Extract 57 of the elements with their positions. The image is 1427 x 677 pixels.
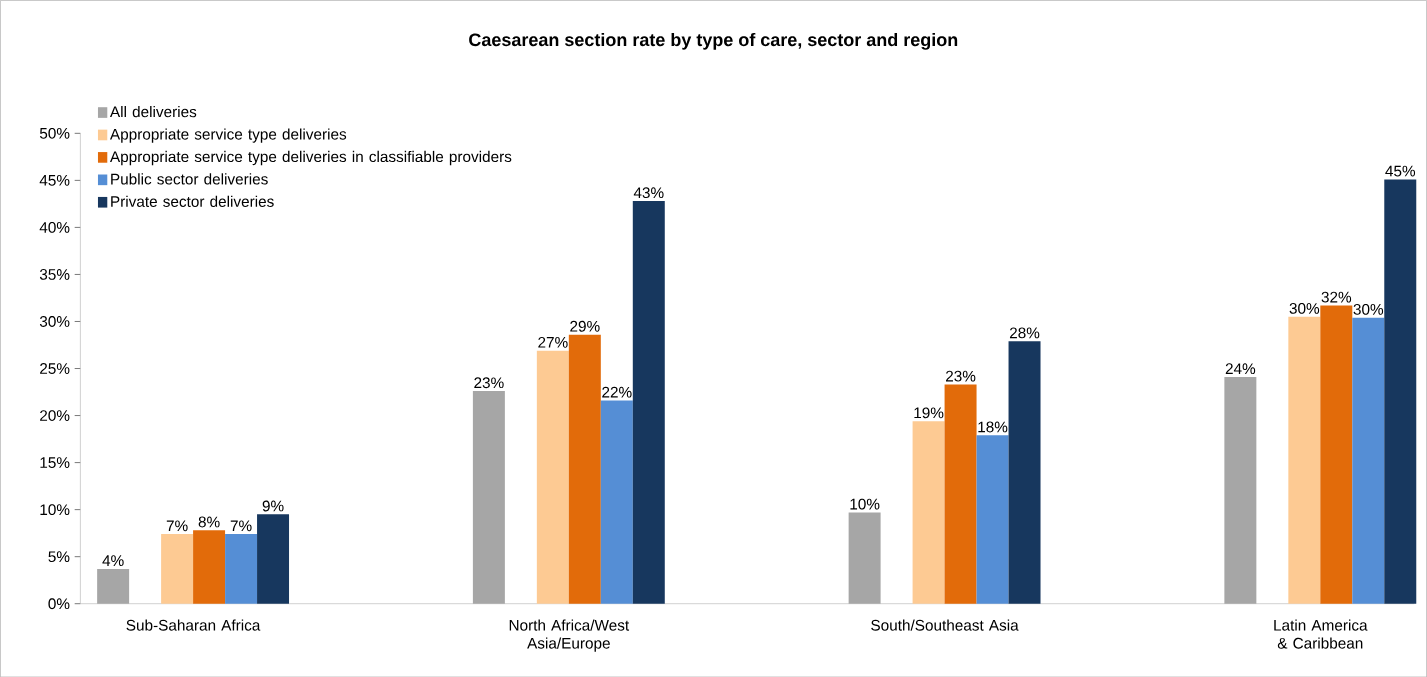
x-tick-label: South/Southeast Asia — [871, 619, 1019, 631]
data-label: 30% — [1353, 303, 1384, 315]
x-tick-label: Sub-Saharan Africa — [126, 619, 261, 631]
data-label: 32% — [1321, 291, 1352, 303]
data-label: 7% — [166, 520, 188, 531]
bar — [632, 200, 665, 604]
legend-label: All deliveries — [109, 105, 197, 118]
y-tick-label: 5% — [48, 551, 70, 562]
data-label: 19% — [914, 407, 944, 419]
data-label: 23% — [946, 370, 976, 382]
bar — [161, 533, 194, 604]
chart-title: Caesarean section rate by type of care, sector and region — [469, 32, 958, 50]
bar — [536, 350, 569, 604]
data-label: 28% — [1009, 327, 1040, 339]
bar — [1352, 317, 1385, 604]
data-label: 45% — [1385, 165, 1416, 177]
data-label: 22% — [602, 386, 632, 398]
data-label: 9% — [262, 500, 284, 512]
data-label: 30% — [1289, 302, 1320, 314]
data-label: 29% — [570, 320, 600, 332]
bar — [1384, 179, 1417, 604]
legend-label: Appropriate service type deliveries — [109, 128, 347, 143]
bar — [944, 384, 977, 604]
bar — [1320, 305, 1353, 604]
data-label: 4% — [102, 555, 124, 566]
bar — [600, 400, 633, 604]
y-tick-label: 0% — [48, 598, 70, 609]
legend-label: Private sector deliveries — [111, 195, 274, 207]
y-tick-label: 25% — [40, 362, 70, 374]
bar — [193, 530, 226, 604]
bar — [1288, 316, 1321, 604]
bar — [912, 421, 945, 604]
x-tick-label: North Africa/West Asia/Europe — [509, 619, 630, 652]
y-tick-label: 45% — [39, 174, 70, 186]
y-tick-label: 30% — [39, 315, 70, 327]
data-label: 7% — [230, 520, 252, 531]
y-tick-label: 20% — [40, 409, 70, 421]
data-label: 27% — [538, 336, 568, 348]
x-tick-label: Latin America & Caribbean — [1274, 619, 1368, 649]
y-tick-label: 10% — [40, 504, 70, 515]
data-label: 10% — [850, 498, 880, 510]
data-label: 23% — [474, 377, 504, 388]
y-tick-label: 50% — [39, 127, 70, 139]
bar — [1008, 341, 1041, 604]
bar — [568, 334, 601, 604]
legend-label: Public sector deliveries — [111, 173, 268, 185]
data-label: 24% — [1225, 363, 1256, 374]
bar — [225, 533, 258, 604]
y-tick-label: 40% — [39, 221, 70, 233]
data-label: 43% — [633, 187, 664, 198]
bar — [976, 435, 1009, 604]
legend-label: Appropriate service type deliveries in classifiable providers — [109, 150, 512, 165]
y-tick-label: 35% — [39, 268, 70, 280]
bar — [257, 514, 290, 604]
y-tick-label: 15% — [40, 457, 70, 468]
data-label: 8% — [198, 516, 220, 528]
data-label: 18% — [978, 421, 1008, 433]
